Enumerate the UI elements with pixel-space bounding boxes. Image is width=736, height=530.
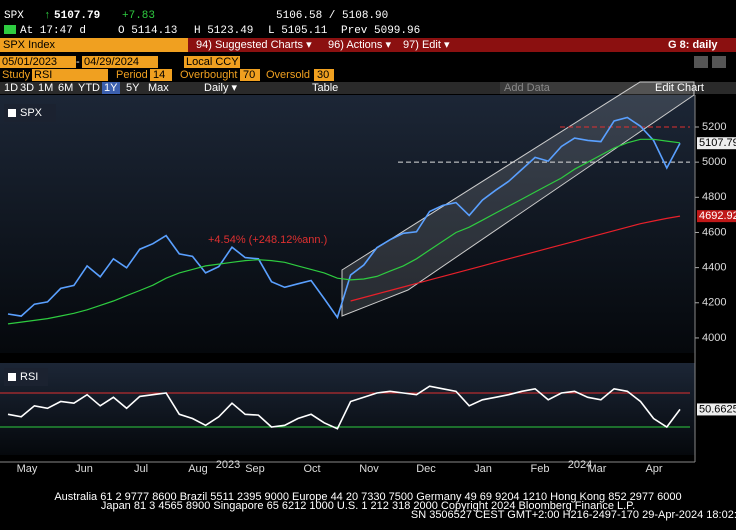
end-date[interactable]: 04/29/2024 [84, 56, 139, 68]
year-label: 2023 [216, 459, 240, 471]
page-id[interactable]: G 8: daily [668, 39, 718, 51]
status-icon [4, 25, 16, 34]
start-date-box[interactable] [0, 56, 76, 68]
x-tick-label: Dec [416, 463, 436, 475]
x-tick-label: Jan [474, 463, 492, 475]
start-date[interactable]: 05/01/2023 [2, 56, 57, 68]
x-tick-label: Mar [588, 463, 607, 475]
forward-button[interactable] [712, 56, 726, 68]
prev: Prev 5099.96 [341, 25, 420, 37]
back-button[interactable] [694, 56, 708, 68]
y-tick-label: 4600 [702, 226, 726, 238]
overbought-label: Overbought [180, 69, 237, 81]
end-date-box[interactable] [82, 56, 158, 68]
high: H 5123.49 [194, 25, 253, 37]
study-name[interactable]: RSI [34, 69, 52, 81]
currency-box[interactable] [184, 56, 240, 68]
legend-swatch [8, 109, 16, 117]
x-tick-label: May [17, 463, 38, 475]
period-button[interactable]: 1Y [104, 82, 118, 94]
panel-label-box [4, 368, 48, 386]
period-box[interactable] [150, 69, 172, 81]
x-tick-label: Aug [188, 463, 208, 475]
x-tick-label: Apr [645, 463, 662, 475]
x-tick-label: Nov [359, 463, 379, 475]
y-tick-label: 4400 [702, 262, 726, 274]
x-tick-label: Feb [531, 463, 550, 475]
panel-label-box [4, 104, 56, 122]
table-button[interactable]: Table [312, 82, 338, 94]
study-label: Study [2, 69, 31, 81]
change: +7.83 [122, 10, 155, 22]
y-tick-label: 5200 [702, 121, 726, 133]
period-label: Period [116, 69, 148, 81]
add-data[interactable]: Add Data [504, 82, 551, 94]
series-line [7, 138, 681, 325]
series-line [7, 385, 681, 430]
security[interactable]: SPX Index [3, 39, 55, 51]
period-button[interactable]: 3D [20, 82, 34, 94]
x-tick-label: Jun [75, 463, 93, 475]
last-value-label: 5107.79 [699, 137, 736, 149]
footer-line: Australia 61 2 9777 8600 Brazil 5511 239… [54, 491, 681, 503]
last-value-box [697, 137, 736, 150]
last-value-box [697, 210, 736, 223]
oversold[interactable]: 30 [317, 69, 329, 81]
low: L 5105.11 [268, 25, 328, 37]
y-tick-label: 5000 [702, 156, 726, 168]
period-button[interactable]: 5Y [126, 82, 140, 94]
legend-swatch [8, 373, 16, 381]
security-box[interactable] [0, 38, 188, 52]
period-button[interactable]: 6M [58, 82, 73, 94]
trend-channel [341, 81, 695, 317]
x-tick-label: Jul [134, 463, 148, 475]
x-tick-label: Oct [303, 463, 320, 475]
y-tick-label: 4800 [702, 191, 726, 203]
x-tick-label: Sep [245, 463, 265, 475]
footer-line: Japan 81 3 4565 8900 Singapore 65 6212 1… [101, 500, 635, 512]
quote-header: SPX ↑ 5107.79 +7.83 5106.58 / 5108.90 At… [4, 10, 420, 37]
series-line [7, 116, 681, 320]
last-value-box [697, 403, 736, 416]
period-button[interactable]: Max [148, 82, 169, 94]
plots: SPX 4000 4200 4400 4600 4800 5000 5200 5107.79 46… [0, 107, 736, 475]
edit[interactable]: 97) Edit ▾ [403, 39, 450, 51]
period-buttons: 1D 3D 1M 6M YTD 1Y 5Y Max [4, 82, 169, 94]
dash: - [76, 56, 80, 68]
footer-line: SN 3506527 CEST GMT+2:00 H216-2497-170 2… [411, 509, 736, 521]
last-value-label: 50.6625 [699, 403, 736, 415]
add-data-box[interactable] [500, 82, 690, 94]
open: O 5114.13 [118, 25, 177, 37]
actions[interactable]: 96) Actions ▾ [328, 39, 391, 51]
period[interactable]: 14 [153, 69, 165, 81]
last-value-label: 4692.92 [699, 210, 736, 222]
series-line [350, 215, 681, 302]
arrow: ↑ [44, 10, 51, 22]
study-box[interactable] [32, 69, 108, 81]
period-button[interactable]: 1M [38, 82, 53, 94]
annotation: +4.54% (+248.12%ann.) [208, 234, 327, 246]
period-button[interactable]: YTD [78, 82, 100, 94]
edit-chart[interactable]: Edit Chart [655, 82, 704, 94]
suggested-charts[interactable]: 94) Suggested Charts ▾ [196, 39, 312, 51]
time: At 17:47 d [20, 25, 86, 37]
panel-title: RSI [20, 371, 38, 383]
ticker: SPX [4, 10, 24, 22]
price-panel [0, 95, 695, 353]
overbought-box[interactable] [240, 69, 260, 81]
currency[interactable]: Local CCY [186, 56, 239, 68]
year-label: 2024 [568, 459, 592, 471]
overbought[interactable]: 70 [243, 69, 255, 81]
y-tick-label: 4000 [702, 332, 726, 344]
panel-title: SPX [20, 107, 43, 119]
y-tick-label: 4200 [702, 297, 726, 309]
active-period [102, 82, 120, 94]
oversold-label: Oversold [266, 69, 310, 81]
frequency[interactable]: Daily ▾ [204, 82, 238, 94]
oversold-box[interactable] [314, 69, 334, 81]
bid-ask: 5106.58 / 5108.90 [276, 10, 388, 22]
period-button[interactable]: 1D [4, 82, 18, 94]
last-price: 5107.79 [54, 10, 100, 22]
